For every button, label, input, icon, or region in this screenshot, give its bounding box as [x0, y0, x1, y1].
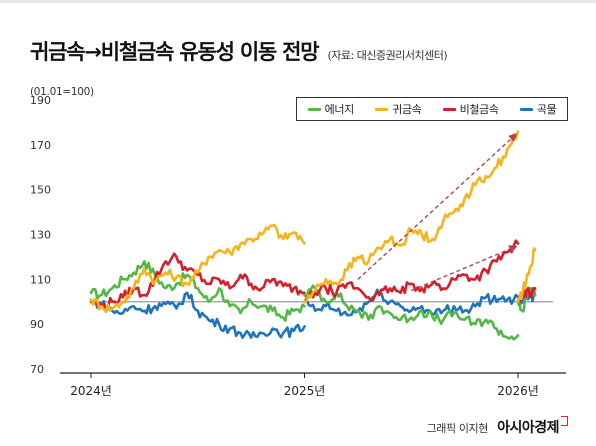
legend-item-3: 비철금속	[442, 101, 499, 117]
legend-item-2: 귀금속	[375, 101, 422, 117]
series-line-3-segment-2	[303, 239, 520, 304]
legend-swatch	[519, 107, 533, 111]
legend-item-1: 에너지	[307, 101, 355, 117]
y-tick-label: 110	[30, 273, 51, 286]
series-line-4-segment-2	[303, 288, 520, 317]
source-note: (자료: 대신증권리서치센터)	[327, 49, 448, 62]
x-tick-label: 2026년	[497, 384, 539, 398]
title-block: 귀금속→비철금속 유동성 이동 전망 (자료: 대신증권리서치센터)	[30, 36, 448, 66]
credit-line: 그래픽 이지현 아시아경제	[427, 416, 568, 437]
publisher-logo: 아시아경제	[497, 420, 559, 436]
legend-label: 귀금속	[392, 103, 422, 116]
chart-legend: 에너지 귀금속 비철금속 곡물	[296, 97, 568, 121]
trend-arrow-1	[357, 133, 518, 280]
series-line-2-segment-1	[89, 223, 306, 313]
trend-arrow-2	[410, 245, 518, 292]
chart-title: 귀금속→비철금속 유동성 이동 전망	[30, 40, 320, 64]
unit-label: (01.01=100)	[30, 86, 94, 98]
series-line-2-segment-2	[303, 130, 520, 304]
legend-swatch	[442, 107, 456, 111]
y-tick-label: 150	[30, 184, 51, 197]
y-tick-label: 170	[30, 139, 51, 152]
series-line-1-segment-1	[89, 260, 306, 322]
y-tick-label: 90	[30, 318, 44, 331]
x-tick-label: 2024년	[70, 384, 112, 398]
legend-item-4: 곡물	[519, 101, 557, 117]
x-tick-label: 2025년	[284, 384, 326, 398]
legend-swatch	[307, 107, 321, 111]
credit-author: 그래픽 이지현	[426, 422, 489, 435]
y-tick-label: 70	[30, 363, 44, 376]
series-line-2-segment-3	[516, 247, 537, 304]
publisher-mark	[561, 416, 568, 426]
legend-swatch	[375, 107, 389, 111]
top-rule	[0, 0, 596, 3]
legend-label: 곡물	[536, 103, 557, 116]
y-tick-label: 130	[30, 229, 51, 242]
y-tick-label: 190	[30, 94, 51, 107]
series-line-4-segment-1	[89, 291, 306, 339]
legend-label: 비철금속	[459, 103, 499, 116]
series-line-1-segment-2	[303, 284, 520, 341]
legend-label: 에너지	[324, 103, 355, 116]
